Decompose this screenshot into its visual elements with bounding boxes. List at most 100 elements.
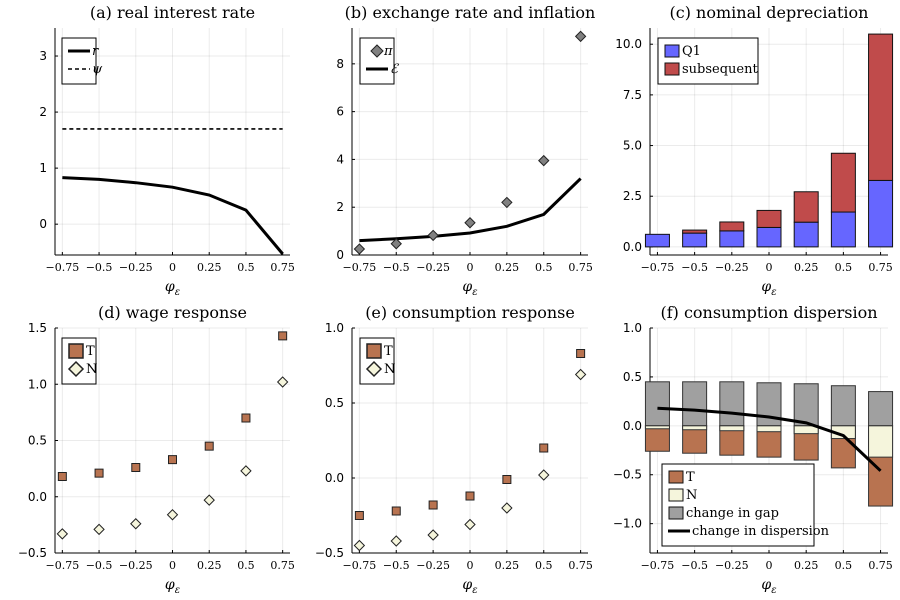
data-point-N [390,535,402,547]
legend-label: Q1 [682,44,701,59]
data-point-N [353,539,366,552]
x-tick-label: 0.25 [197,559,222,572]
series-line-change-in-dispersion [657,406,882,472]
legend-label: π [383,44,393,59]
x-tick-label: −0.25 [715,559,749,572]
legend-label: change in gap [686,506,779,521]
legend: rψ [61,37,103,85]
legend: TN [359,337,395,385]
bar-Q1 [682,232,708,248]
x-axis-label: φε [165,577,180,596]
x-tick-label: 0.75 [868,261,893,274]
bar-subsequent [868,33,894,181]
y-tick-label: 7.5 [623,88,642,102]
y-tick-label: 0.0 [28,490,47,504]
x-tick-label: 0.75 [568,559,593,572]
bar-Q1 [793,221,819,248]
x-tick-label: −0.5 [383,559,410,572]
bar-change-in-gap [644,381,670,427]
x-tick-label: 0 [467,261,474,274]
x-tick-label: −0.75 [641,559,675,572]
legend-symbol-subsequent [664,62,680,76]
x-tick-label: 0.25 [794,559,819,572]
data-point-pi [353,243,366,255]
data-point-T [278,331,288,341]
legend-label: ℰ [390,62,399,77]
x-tick-label: 0.75 [270,261,295,274]
panel-e: −0.75 −0.5 −0.25 0 0.25 0.5 0.75−0.50.00.51.0(… [315,303,593,596]
y-tick-label: −1.0 [613,517,642,531]
x-tick-label: −0.25 [416,559,450,572]
bar-N [756,425,782,433]
x-axis-label: φε [761,577,776,596]
legend-label: N [384,362,395,377]
y-tick-label: −0.5 [315,546,344,560]
x-axis-label: φε [761,279,776,298]
y-tick-label: 3 [39,49,47,63]
panel-d: −0.75 −0.5 −0.25 0 0.25 0.5 0.75−0.50.00.51.01… [18,303,295,596]
panel-title: (b) exchange rate and inflation [345,3,596,22]
y-tick-label: 2 [336,200,344,214]
bar-change-in-gap [830,385,856,427]
bar-subsequent [830,152,856,213]
data-point-N [166,509,179,521]
x-tick-label: 0 [169,559,176,572]
data-point-T [57,472,67,481]
x-tick-label: 0.25 [794,261,819,274]
y-tick-label: −0.5 [613,468,642,482]
x-tick-label: 0 [467,559,474,572]
panel-f: −0.75 −0.5 −0.25 0 0.25 0.5 0.75 −1.0 −0.5 0.0 0.5… [613,303,894,596]
y-tick-label: 10.0 [615,37,642,51]
bar-subsequent [719,221,745,232]
legend-label: ψ [92,62,103,77]
y-tick-label: 8 [336,57,344,71]
y-tick-label: 0.5 [28,434,47,448]
bar-subsequent [682,229,708,234]
data-point-N [240,465,252,477]
data-point-N [574,368,587,381]
legend-label: T [384,344,393,359]
legend-symbol-π [370,44,384,58]
legend: πℰ [359,37,399,85]
series-line-r [62,176,284,255]
data-point-N [427,529,439,541]
x-tick-label: −0.5 [383,261,410,274]
data-point-T [241,413,251,423]
panel-c: −0.75 −0.5 −0.25 0 0.25 0.5 0.75 0.0 2.5 5.0 7.5 10… [615,3,894,298]
data-point-pi [390,238,402,250]
legend-symbol-N [668,488,684,502]
y-tick-label: 1.0 [623,321,642,335]
x-tick-label: −0.25 [119,261,153,274]
x-tick-label: 0 [169,261,176,274]
x-tick-label: −0.25 [416,261,450,274]
bar-Q1 [756,226,782,248]
legend-label: r [92,44,99,59]
data-point-T [354,511,364,520]
data-point-N [464,518,476,531]
y-tick-label: 1 [39,161,47,175]
legend-symbol-N [365,360,383,378]
legend: Q1 subsequent [657,37,759,85]
data-point-T [391,506,401,516]
data-point-N [130,518,142,530]
x-tick-label: −0.75 [45,559,79,572]
legend-symbol-T [68,343,84,359]
data-point-pi [427,229,439,242]
y-tick-label: 0 [39,217,47,231]
x-tick-label: −0.5 [681,559,708,572]
data-point-T [131,463,141,472]
bar-change-in-gap [682,381,708,427]
bar-N [682,425,708,431]
y-tick-label: −0.5 [18,546,47,560]
legend-label: N [686,488,697,503]
y-tick-label: 1.0 [28,377,47,391]
x-tick-label: 0.5 [835,261,853,274]
bar-subsequent [756,209,782,228]
x-tick-label: −0.25 [119,559,153,572]
bar-T [682,425,708,454]
x-tick-label: −0.5 [681,261,708,274]
x-tick-label: 0.25 [495,261,520,274]
x-tick-label: 0.25 [495,559,520,572]
panel-title: (c) nominal depreciation [670,3,869,22]
legend-label: T [686,470,695,485]
